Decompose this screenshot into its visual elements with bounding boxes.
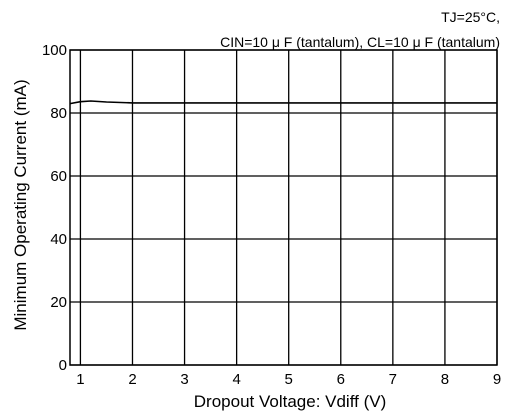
condition-temperature: TJ=25°C, [441,9,500,25]
grid [70,49,498,366]
x-tick-label: 6 [337,371,345,388]
x-tick-label: 2 [128,371,136,388]
y-tick-label: 40 [50,231,67,248]
series [69,100,497,105]
y-tick-label: 80 [50,105,67,122]
x-tick-label: 8 [441,371,449,388]
y-tick-label: 0 [59,357,67,374]
tick-labels: 1 2 3 4 5 6 7 8 9 0 20 40 60 80 100 [42,42,501,388]
y-tick-label: 60 [50,168,67,185]
series-line [69,100,497,105]
x-tick-label: 3 [180,371,188,388]
x-tick-label: 9 [493,371,501,388]
y-tick-label: 20 [50,294,67,311]
x-tick-label: 5 [285,371,293,388]
y-axis-label: Minimum Operating Current (mA) [11,79,30,330]
y-tick-label: 100 [42,42,67,59]
x-axis-label: Dropout Voltage: Vdiff (V) [194,392,386,411]
condition-capacitors: CIN=10 μ F (tantalum), CL=10 μ F (tantal… [220,34,500,50]
plot-frame [69,49,498,366]
x-tick-label: 1 [76,371,84,388]
x-tick-label: 7 [389,371,397,388]
x-tick-label: 4 [232,371,240,388]
